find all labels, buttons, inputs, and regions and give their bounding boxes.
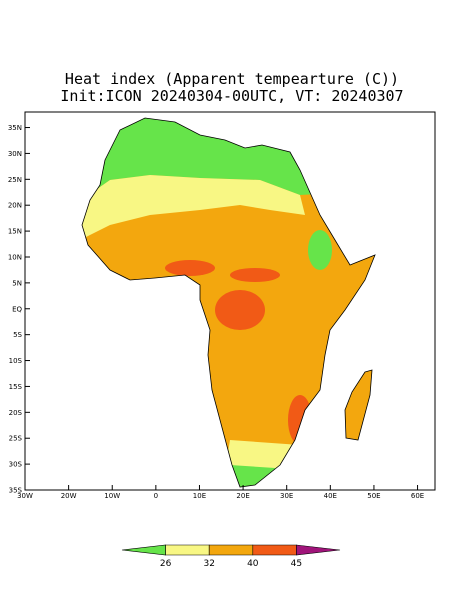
x-tick-label: 60E <box>411 492 424 500</box>
coastline <box>81 117 376 488</box>
colorbar-label: 32 <box>203 559 214 569</box>
y-tick-label: 35N <box>8 124 22 132</box>
y-tick-label: 30N <box>8 150 22 158</box>
x-tick-label: 30W <box>17 492 33 500</box>
colorbar-label: 45 <box>291 559 302 569</box>
y-tick-label: 15S <box>9 383 23 391</box>
y-tick-label: 15N <box>8 228 22 236</box>
madagascar <box>344 369 373 441</box>
y-tick-label: EQ <box>12 305 22 313</box>
y-tick-label: 30S <box>9 461 23 469</box>
x-tick-label: 30E <box>280 492 293 500</box>
x-tick-label: 10E <box>193 492 206 500</box>
y-tick-label: 25S <box>9 435 23 443</box>
x-tick-label: 50E <box>367 492 380 500</box>
colorbar-segment <box>208 544 254 556</box>
colorbar-label: 40 <box>247 559 259 569</box>
plot-frame <box>24 111 436 491</box>
colorbar-segment <box>121 544 166 556</box>
y-tick-label: 5S <box>13 331 22 339</box>
y-tick-label: 25N <box>8 176 22 184</box>
x-tick-label: 20W <box>61 492 77 500</box>
y-tick-label: 5N <box>12 279 22 287</box>
y-tick-label: 20N <box>8 202 22 210</box>
subtitle: Init:ICON 20240304-00UTC, VT: 20240307 <box>60 87 403 105</box>
x-tick-label: 40E <box>324 492 337 500</box>
x-tick-label: 0 <box>154 492 158 500</box>
title: Heat index (Apparent tempearture (C)) <box>65 70 399 88</box>
x-tick-label: 10W <box>104 492 120 500</box>
colorbar-segment <box>296 544 341 556</box>
y-tick-label: 35S <box>9 487 23 495</box>
y-tick-label: 10N <box>8 253 22 261</box>
colorbar-segment <box>252 544 297 556</box>
y-tick-label: 20S <box>9 409 23 417</box>
colorbar-segment <box>165 544 210 556</box>
y-tick-label: 10S <box>9 357 23 365</box>
x-tick-label: 20E <box>236 492 249 500</box>
colorbar-label: 26 <box>160 559 172 569</box>
